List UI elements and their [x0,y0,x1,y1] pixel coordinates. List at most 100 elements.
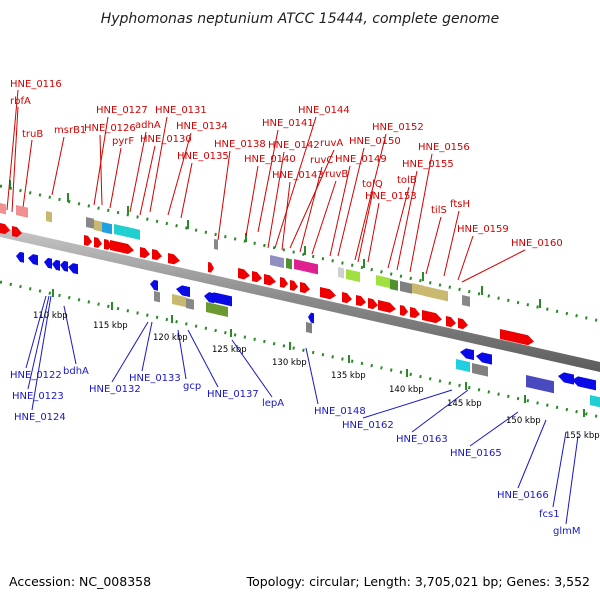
genome-backbone [0,227,600,372]
gene-feature [12,226,22,238]
gene-label-HNE_0138: HNE_0138 [214,139,266,150]
connector-line [27,295,50,390]
gene-feature [558,372,574,385]
gene-label-HNE_0134: HNE_0134 [176,121,228,132]
connector-line [387,186,410,269]
gene-feature [378,300,396,313]
connector-line [21,139,33,216]
connector-line [411,389,469,433]
connector-line [149,116,168,213]
gene-feature [342,292,352,304]
gene-label-HNE_0150: HNE_0150 [349,136,401,147]
gene-feature [346,269,360,283]
gene-feature [94,237,102,248]
gene-feature [526,375,554,394]
scale-label-115: 115 kbp [93,321,128,331]
gene-feature [356,295,366,307]
connector-line [552,431,567,508]
connector-line [337,147,365,257]
connector-line [517,419,547,489]
gene-feature [376,275,390,289]
gene-feature [186,298,194,310]
gene-label-HNE_0153: HNE_0153 [365,191,417,202]
connector-line [177,329,187,380]
scale-label-155: 155 kbp [565,431,600,441]
gene-label-HNE_0131: HNE_0131 [155,105,207,116]
connector-line [167,132,192,216]
gene-feature [294,259,318,275]
gene-feature [208,262,214,273]
connector-line [565,435,579,525]
gene-feature [400,281,412,294]
connector-line [139,145,156,216]
gene-label-ftsH: ftsH [450,199,470,210]
gene-feature [338,267,344,279]
gene-feature [214,239,218,250]
gene-feature [412,283,424,296]
gene-label-HNE_0143: HNE_0143 [272,170,324,181]
gene-feature [320,287,336,300]
connector-line [51,136,65,196]
scale-label-135: 135 kbp [331,371,366,381]
connector-line [31,295,52,411]
gene-feature [208,292,232,307]
gene-feature [84,235,92,246]
gene-label-HNE_0165: HNE_0165 [450,448,502,459]
connector-line [187,329,219,388]
gene-label-msrB1: msrB1 [54,125,86,136]
gene-feature [300,282,310,294]
scale-label-150: 150 kbp [506,416,541,426]
gene-label-ruvA: ruvA [320,138,343,149]
connector-line [217,150,231,241]
connector-line [141,321,153,372]
gene-label-rbfA: rbfA [10,96,31,107]
connector-line [396,170,418,271]
gene-label-HNE_0126: HNE_0126 [84,123,136,134]
gene-feature [290,280,298,291]
gene-feature [476,352,492,365]
gene-feature [446,316,456,328]
gene-feature [238,268,250,280]
gene-feature [306,322,312,334]
gene-label-HNE_0155: HNE_0155 [402,159,454,170]
gene-label-tilS: tilS [431,205,447,216]
connector-line [11,106,19,213]
gene-feature [68,263,78,275]
connector-line [129,131,147,213]
gene-label-HNE_0124: HNE_0124 [14,412,66,423]
scale-labels: 110 kbp 115 kbp 120 kbp 125 kbp 130 kbp … [33,311,600,441]
gene-label-HNE_0148: HNE_0148 [314,406,366,417]
gene-feature [252,271,262,283]
gene-feature [456,359,470,373]
gene-feature [424,286,448,302]
connector-line [299,166,323,253]
connector-line [469,411,519,447]
gene-feature [286,258,292,270]
gene-feature [472,363,488,377]
gene-label-ruvC: ruvC [310,155,333,166]
gene-label-HNE_0132: HNE_0132 [89,384,141,395]
gene-feature [16,205,28,218]
gene-feature [0,203,6,215]
connector-line [281,181,291,251]
gene-feature [172,294,186,308]
gene-feature [16,251,24,263]
gene-features [0,203,600,408]
connector-line [63,305,77,365]
gene-label-HNE_0163: HNE_0163 [396,434,448,445]
gene-feature [368,298,378,310]
gene-feature [176,285,190,298]
scale-label-130: 130 kbp [272,358,307,368]
gene-label-HNE_0152: HNE_0152 [372,122,424,133]
label-connectors [6,89,579,525]
gene-label-pyrF: pyrF [112,136,134,147]
connector-line [457,235,474,281]
gene-label-HNE_0133: HNE_0133 [129,373,181,384]
gene-feature [140,247,150,259]
gene-label-HNE_0123: HNE_0123 [12,391,64,402]
connector-line [362,389,453,419]
forward-gene-labels: HNE_0116 rbfA truB msrB1 HNE_0127 HNE_01… [10,79,563,249]
connector-line [231,339,273,398]
gene-feature [280,277,288,288]
connector-line [111,321,149,383]
